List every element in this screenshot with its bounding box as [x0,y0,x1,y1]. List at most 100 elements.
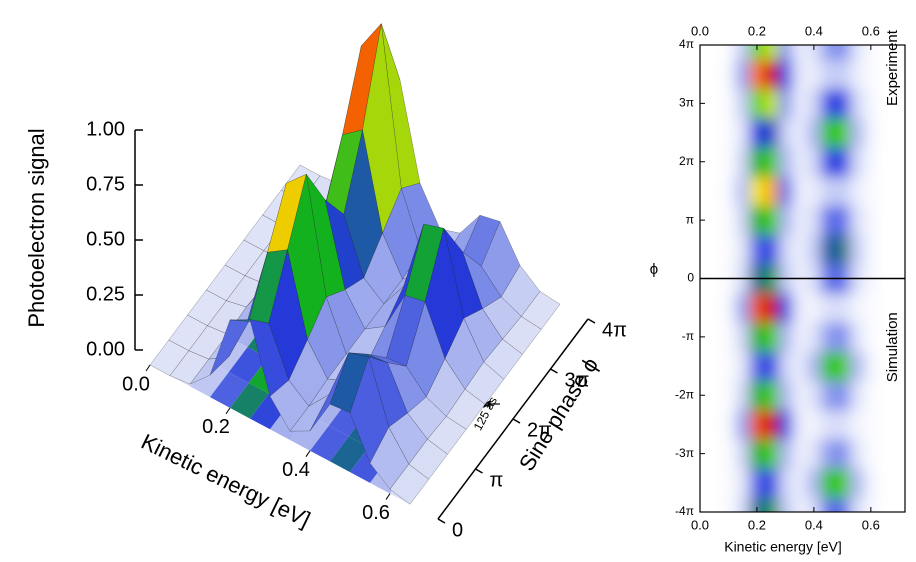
heat-cell [792,409,808,440]
heat-cell [700,263,708,279]
heat-cell [778,59,794,90]
heat-cell [863,293,879,323]
heat-cell [849,351,865,382]
heat-cell [700,279,708,294]
panel-cells [700,279,893,512]
heat-cell [821,497,836,512]
heat-cell [849,293,865,323]
heat-cell [877,351,893,382]
heat-cell [735,205,751,236]
heatmap: Experiment Simulation 0.0 0.0 0.2 0.2 0.4 0.4 0.… [675,23,906,532]
heat-cell [721,147,737,177]
heat-cell [849,380,865,411]
heat-cell [721,176,737,207]
heat-cell [806,497,822,512]
y-tick-label: π [686,212,694,226]
heat-cell [835,205,850,236]
heat-cell [721,117,737,148]
heat-cell [749,234,765,265]
heat-cell [721,497,737,512]
heat-cell [806,176,822,207]
y-tick-label: 2π [527,419,552,441]
x-tick-label: 0.4 [805,517,823,532]
heat-cell [849,45,865,61]
heat-cell [863,117,879,148]
y-tick-label: -2π [675,387,694,401]
heat-cell [821,439,836,469]
z-tick-label: 0.50 [86,228,125,250]
heat-cell [721,263,737,279]
heat-cell [849,59,865,90]
heat-cell [835,468,850,498]
heat-cell [707,380,722,411]
heat-cell [735,439,751,469]
heat-cell [821,147,836,177]
heat-cell [863,409,879,440]
heat-cell [863,88,879,119]
heat-cell [700,497,708,512]
heat-cell [792,45,808,61]
heat-cell [735,88,751,119]
heat-cell [735,279,751,294]
heat-cell [735,380,751,411]
y-tick-label: 2π [679,154,694,168]
x-tick-label: 0.6 [862,517,880,532]
x-tick-label-top: 0.0 [691,23,709,38]
heat-cell [778,117,794,148]
heat-cell [764,88,779,119]
heat-cell [778,439,794,469]
heat-cell [735,45,751,61]
heat-cell [778,293,794,323]
heat-cell [707,263,722,279]
heat-cell [849,468,865,498]
heat-cell [764,322,779,352]
heat-cell [877,234,893,265]
heat-cell [721,380,737,411]
heat-cell [863,279,879,294]
z-tick-label: 1.00 [86,118,125,140]
heat-cell [778,351,794,382]
heat-cell [863,45,879,61]
floor-cell [190,361,229,398]
heat-cell [792,59,808,90]
heat-cell [792,117,808,148]
heat-cell [821,88,836,119]
heat-cell [806,439,822,469]
heat-cell [764,293,779,323]
surface-cell [389,463,430,505]
heat-cell [764,59,779,90]
heat-cell [877,59,893,90]
heat-cell [835,279,850,294]
heat-cell [806,322,822,352]
heat-cell [821,263,836,279]
heat-cell [806,293,822,323]
heat-cell [749,279,765,294]
heat-cell [792,279,808,294]
heat-cell [792,322,808,352]
x-tick-label: 0.2 [748,517,766,532]
heat-cell [849,409,865,440]
heat-cell [764,147,779,177]
x-tick [145,364,151,372]
heat-cell [849,176,865,207]
heat-cell [735,117,751,148]
y-tick-label: -3π [675,446,694,460]
heat-cell [792,176,808,207]
z-axis-label: Photoelectron signal [24,128,49,327]
heat-cell [721,205,737,236]
heat-cell [849,117,865,148]
y-tick-label: 0 [687,271,694,285]
heat-cell [700,59,708,90]
x-tick-label-top: 0.4 [805,23,823,38]
heat-cell [863,176,879,207]
heat-cell [863,205,879,236]
x-tick [225,407,231,415]
heat-cell [764,279,779,294]
heat-cell [863,468,879,498]
heat-cell [764,234,779,265]
heat-cell [806,88,822,119]
heat-cell [707,176,722,207]
hm-y-axis-label: ϕ [650,261,658,278]
heat-cell [863,497,879,512]
